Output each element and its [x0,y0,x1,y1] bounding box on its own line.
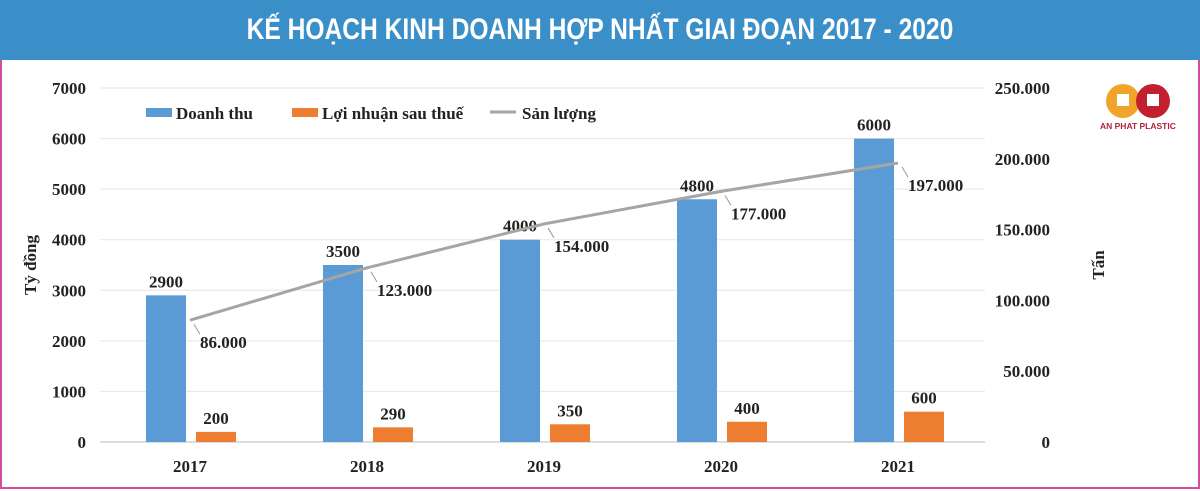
y2-tick-label: 50.000 [1003,362,1050,381]
line-label-san-luong: 177.000 [731,204,786,223]
bar-label-loi-nhuan: 400 [734,399,760,418]
leader-line [547,227,555,239]
bar-doanh-thu [854,138,894,443]
y-tick-label: 2000 [52,332,86,351]
y2-tick-label: 150.000 [995,221,1050,240]
bar-label-doanh-thu: 4800 [680,176,714,195]
bar-label-doanh-thu: 3500 [326,242,360,261]
legend-label: Sản lượng [522,104,596,123]
line-label-san-luong: 197.000 [908,176,963,195]
bar-doanh-thu [146,295,186,442]
bar-loi-nhuan [550,424,590,442]
x-tick-label: 2017 [173,457,208,476]
y-tick-label: 4000 [52,231,86,250]
bar-label-loi-nhuan: 600 [911,389,937,408]
bar-loi-nhuan [727,421,767,442]
bar-doanh-thu [677,199,717,442]
line-label-san-luong: 154.000 [554,237,609,256]
title-bar: KẾ HOẠCH KINH DOANH HỢP NHẤT GIAI ĐOẠN 2… [0,0,1200,60]
x-tick-label: 2018 [350,457,384,476]
leader-line [724,195,732,206]
chart-title: KẾ HOẠCH KINH DOANH HỢP NHẤT GIAI ĐOẠN 2… [246,13,954,46]
y-tick-label: 6000 [52,130,86,149]
legend-swatch-loi-nhuan [292,108,318,117]
x-tick-label: 2021 [881,457,915,476]
legend-label: Lợi nhuận sau thuế [322,104,465,123]
bar-loi-nhuan [373,427,413,442]
y2-tick-label: 0 [1042,433,1051,452]
logo-text: AN PHAT PLASTIC [1100,121,1176,131]
line-label-san-luong: 86.000 [200,333,247,352]
bar-label-doanh-thu: 2900 [149,272,183,291]
bar-label-doanh-thu: 6000 [857,116,891,135]
x-tick-label: 2020 [704,457,738,476]
bar-label-loi-nhuan: 350 [557,401,583,420]
line-san-luong [189,161,899,322]
line-label-san-luong: 123.000 [377,281,432,300]
leader-line [193,323,201,335]
leader-line [370,271,378,283]
y-tick-label: 1000 [52,382,86,401]
y-tick-label: 0 [78,433,87,452]
x-tick-label: 2019 [527,457,561,476]
y-tick-label: 3000 [52,281,86,300]
y-axis-label: Tỷ đồng [21,235,40,295]
bar-doanh-thu [500,239,540,442]
y2-axis-label: Tấn [1089,250,1108,280]
bar-loi-nhuan [904,411,944,442]
legend-label: Doanh thu [176,104,253,123]
bar-loi-nhuan [196,431,236,442]
y2-tick-label: 200.000 [995,150,1050,169]
bar-doanh-thu [323,265,363,442]
y2-tick-label: 250.000 [995,79,1050,98]
y-tick-label: 7000 [52,79,86,98]
leader-line [901,166,909,178]
y-tick-label: 5000 [52,180,86,199]
y2-tick-label: 100.000 [995,291,1050,310]
bar-label-loi-nhuan: 290 [380,404,406,423]
legend-swatch-doanh-thu [146,108,172,117]
bar-label-loi-nhuan: 200 [203,409,229,428]
an-phat-logo: AN PHAT PLASTIC [1100,84,1180,140]
